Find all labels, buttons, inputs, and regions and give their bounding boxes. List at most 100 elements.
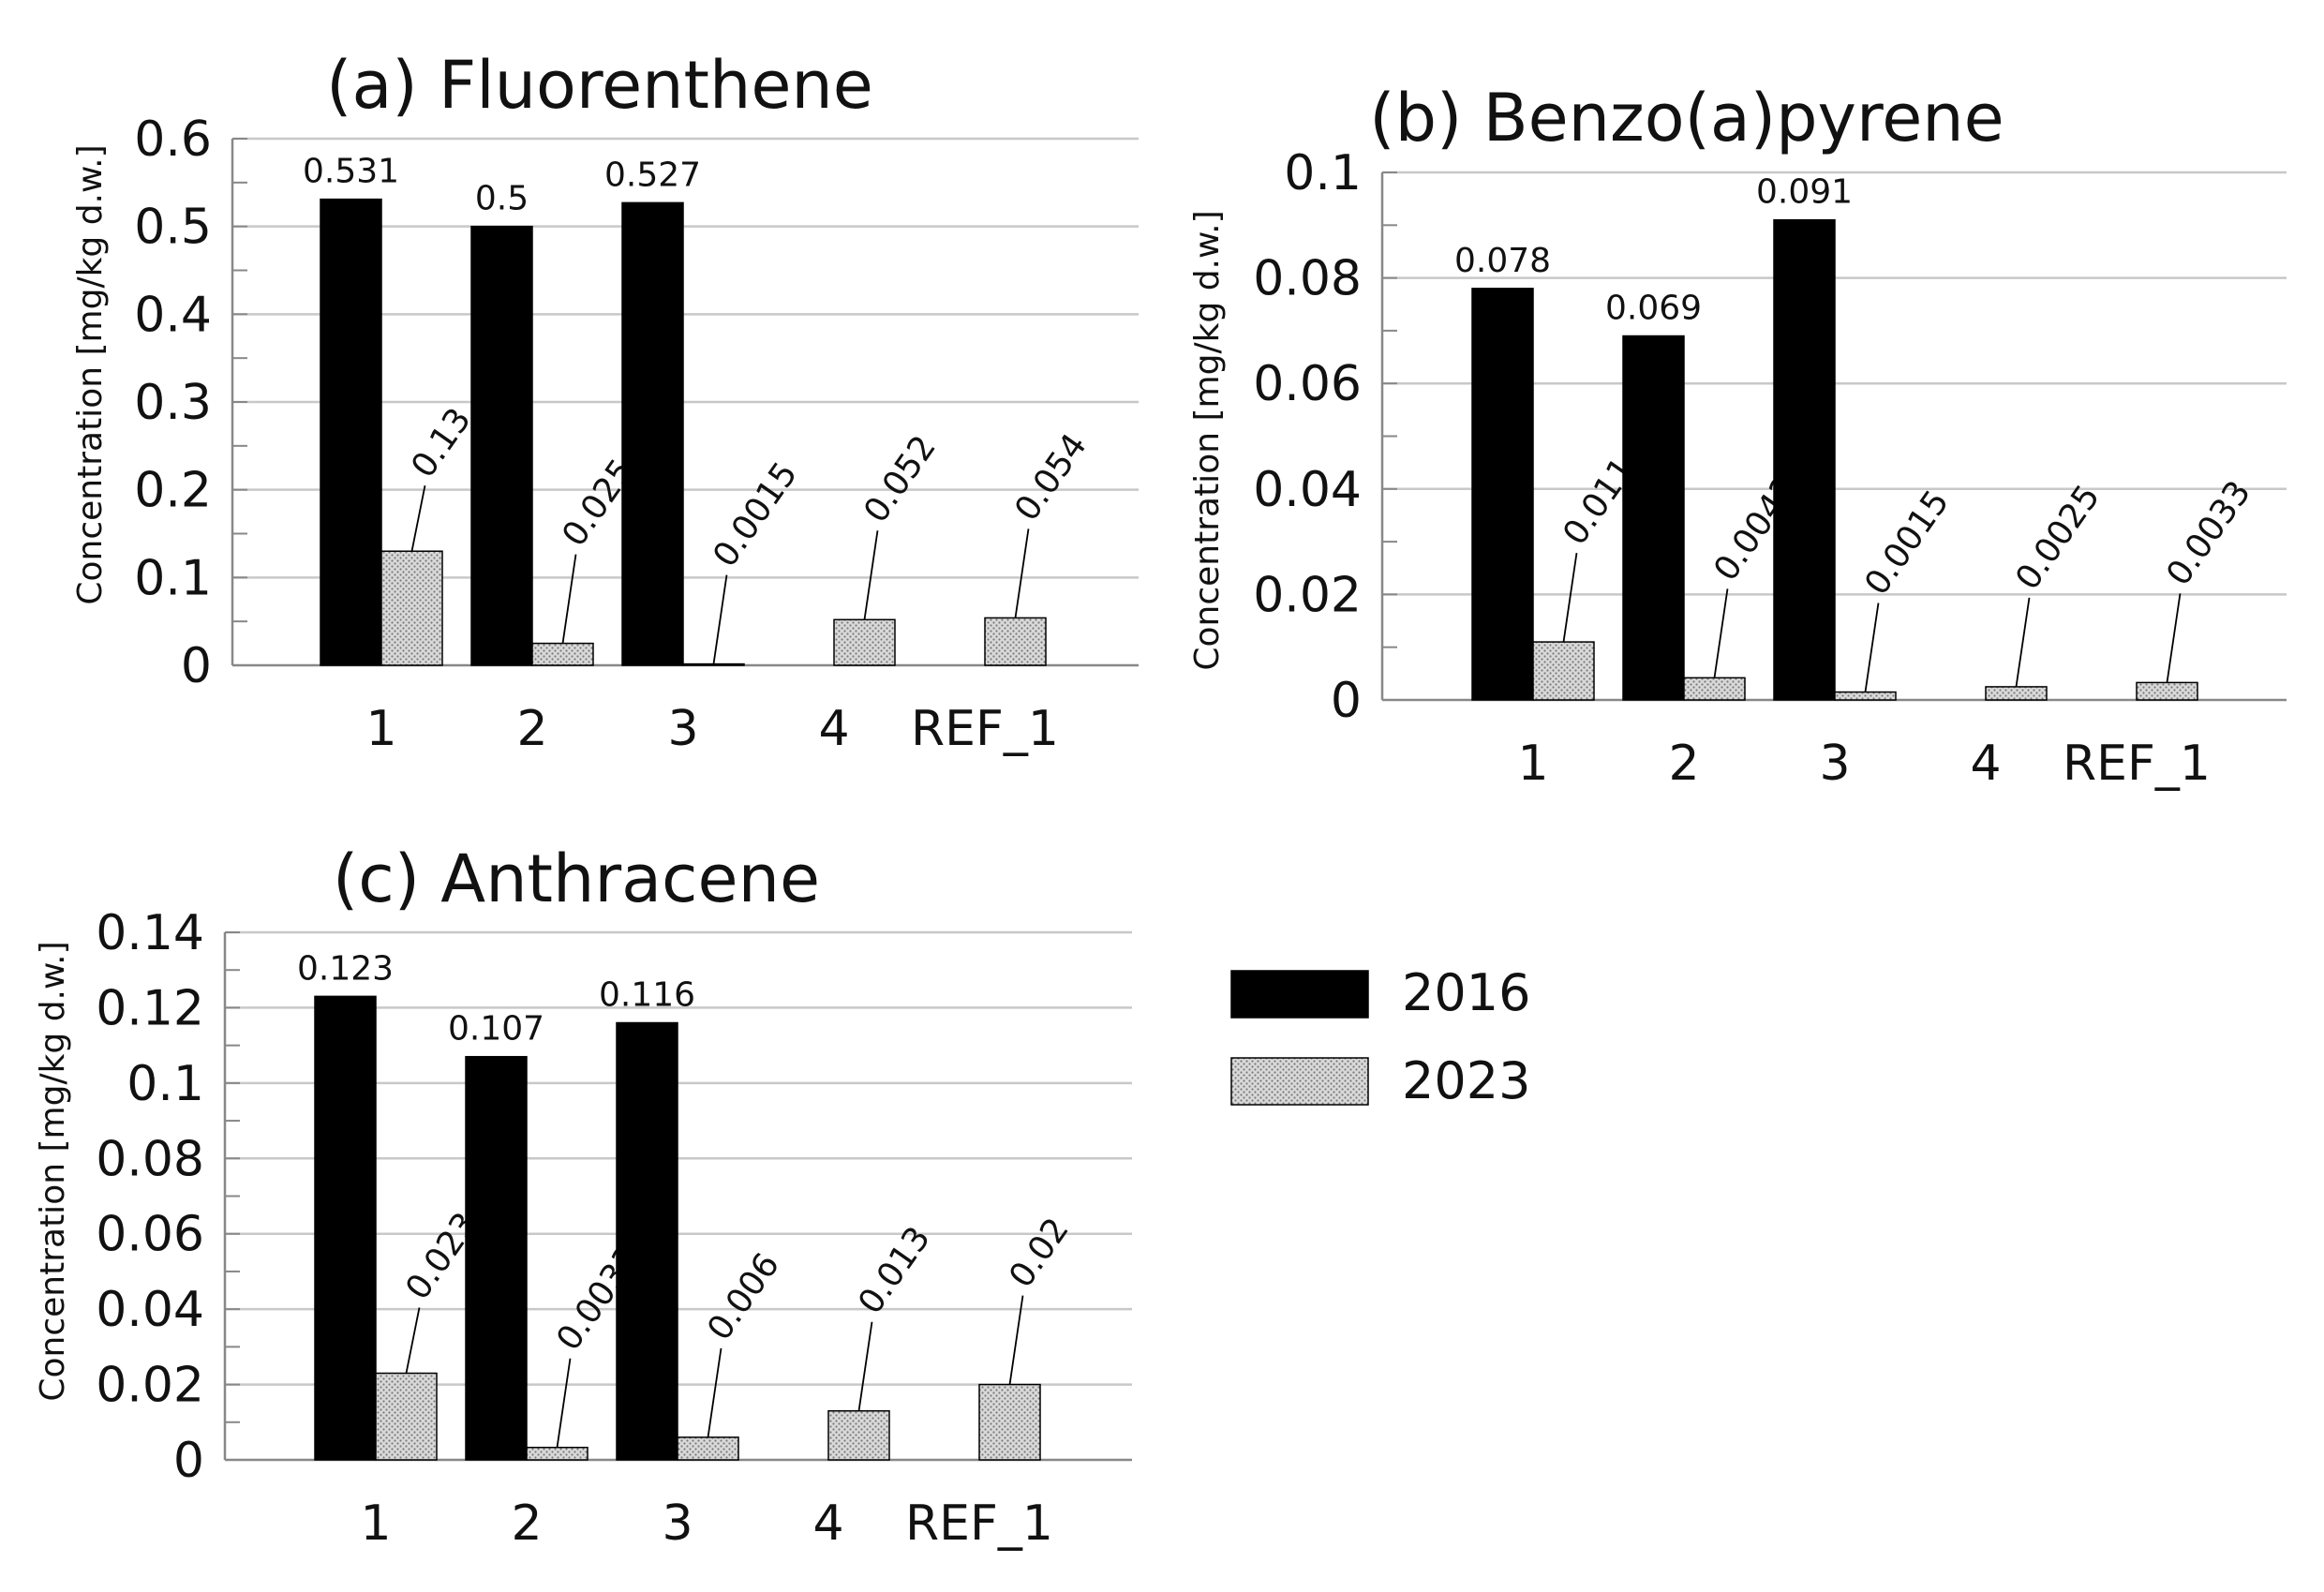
y-tick-label: 0: [181, 638, 212, 694]
data-label-2023: 0.006: [700, 1246, 787, 1347]
data-label-2016: 0.527: [604, 156, 701, 194]
bar-2016: [1773, 218, 1836, 701]
y-tick-label: 0.08: [96, 1131, 204, 1187]
data-label-leader: [863, 530, 879, 620]
y-tick-label: 0.04: [96, 1282, 204, 1338]
y-tick-label: 0.02: [96, 1358, 204, 1414]
x-tick-label: 3: [1819, 736, 1850, 792]
x-tick-label: 1: [365, 701, 396, 757]
bar-2023: [827, 1409, 890, 1461]
x-tick-label: 3: [662, 1495, 693, 1552]
y-tick-label: 0: [173, 1433, 204, 1489]
chart-panel-anthracene: (c) Anthracene Concentration [mg/kg d.w.…: [34, 841, 1132, 1552]
chart-panel-fluoranthene: (a) Fluorenthene Concentration [mg/kg d.…: [71, 47, 1139, 757]
x-tick-label: REF_1: [2063, 736, 2211, 792]
bar-2023: [380, 550, 443, 666]
data-label-leader: [857, 1321, 873, 1411]
data-label-leader: [1562, 552, 1578, 643]
y-axis-label: Concentration [mg/kg d.w.]: [71, 144, 110, 604]
bar-2016: [616, 1021, 678, 1461]
y-tick-label: 0.3: [134, 375, 212, 431]
y-tick-label: 0.1: [134, 550, 212, 606]
data-label-2016: 0.5: [475, 180, 529, 218]
data-label-leader: [707, 1347, 723, 1438]
bar-2023: [375, 1372, 438, 1461]
data-label-2023: 0.013: [851, 1220, 938, 1321]
data-label-leader: [1864, 603, 1880, 692]
y-tick-label: 0.08: [1253, 251, 1362, 307]
data-label-2016: 0.107: [448, 1010, 544, 1049]
y-tick-label: 0.2: [134, 463, 212, 519]
legend-swatch-2016: [1230, 970, 1369, 1019]
bar-2016: [1622, 335, 1685, 701]
y-tick-label: 0.12: [96, 980, 204, 1036]
bar-2016: [314, 995, 377, 1461]
bar-2016: [465, 1055, 528, 1461]
bar-2023: [984, 617, 1047, 666]
x-tick-label: 4: [812, 1495, 843, 1552]
data-label-2023: 0.02: [1002, 1212, 1077, 1295]
legend-label-2023: 2023: [1402, 1051, 1530, 1110]
bar-2023: [526, 1446, 588, 1461]
y-tick-label: 0.1: [127, 1056, 204, 1112]
bar-2023: [1985, 686, 2048, 701]
legend-swatch-2023: [1230, 1057, 1369, 1106]
chart-title: (c) Anthracene: [333, 841, 820, 917]
bar-2023: [978, 1383, 1041, 1461]
y-axis-label: Concentration [mg/kg d.w.]: [34, 941, 72, 1401]
x-tick-label: 2: [516, 701, 547, 757]
y-axis-label: Concentration [mg/kg d.w.]: [1188, 210, 1227, 670]
data-label-2016: 0.078: [1454, 242, 1551, 280]
y-tick-label: 0.1: [1284, 145, 1362, 201]
data-label-2023: 0.0015: [1857, 484, 1957, 603]
chart-title: (a) Fluorenthene: [326, 47, 873, 124]
data-label-2023: 0.0025: [2008, 478, 2108, 597]
data-label-2016: 0.531: [303, 153, 399, 191]
legend: 2016 2023: [1230, 963, 1530, 1110]
data-label-2023: 0.052: [857, 429, 944, 530]
y-tick-label: 0.14: [96, 905, 204, 961]
y-tick-label: 0.4: [134, 287, 212, 343]
y-tick-label: 0.02: [1253, 567, 1362, 623]
data-label-leader: [556, 1358, 572, 1448]
x-tick-label: 2: [511, 1495, 542, 1552]
data-label-2023: 0.0033: [2159, 474, 2258, 593]
bar-2023: [677, 1436, 739, 1461]
data-label-2016: 0.123: [297, 949, 394, 988]
data-label-2023: 0.0015: [706, 455, 805, 574]
chart-title: (b) Benzo(a)pyrene: [1369, 80, 2004, 156]
x-tick-label: 4: [1970, 736, 2001, 792]
bar-2023: [2136, 681, 2198, 701]
bar-2023: [1532, 641, 1595, 701]
y-tick-label: 0.06: [96, 1207, 204, 1263]
bar-2023: [1834, 691, 1897, 701]
bar-2023: [1683, 677, 1746, 701]
x-tick-label: 3: [667, 701, 698, 757]
y-tick-label: 0.5: [134, 200, 212, 256]
y-tick-label: 0.06: [1253, 356, 1362, 412]
data-label-2023: 0.13: [404, 401, 479, 484]
data-label-leader: [2015, 597, 2031, 688]
bar-2016: [320, 198, 382, 666]
bar-2023: [682, 662, 745, 666]
bar-2016: [1471, 288, 1534, 701]
y-tick-label: 0: [1331, 673, 1362, 729]
data-label-leader: [561, 554, 577, 644]
bar-2023: [833, 618, 896, 666]
y-tick-label: 0.04: [1253, 462, 1362, 518]
data-label-2016: 0.069: [1605, 290, 1702, 328]
data-label-leader: [1008, 1295, 1024, 1385]
data-label-2016: 0.116: [599, 976, 695, 1015]
x-tick-label: 4: [818, 701, 849, 757]
x-tick-label: 1: [1517, 736, 1548, 792]
bar-2016: [470, 225, 533, 666]
x-tick-label: REF_1: [911, 701, 1059, 757]
legend-label-2016: 2016: [1402, 963, 1530, 1022]
data-label-2016: 0.091: [1756, 173, 1853, 212]
x-tick-label: REF_1: [905, 1495, 1053, 1552]
data-label-leader: [405, 1307, 421, 1374]
x-tick-label: 2: [1668, 736, 1699, 792]
bar-2023: [531, 642, 594, 666]
